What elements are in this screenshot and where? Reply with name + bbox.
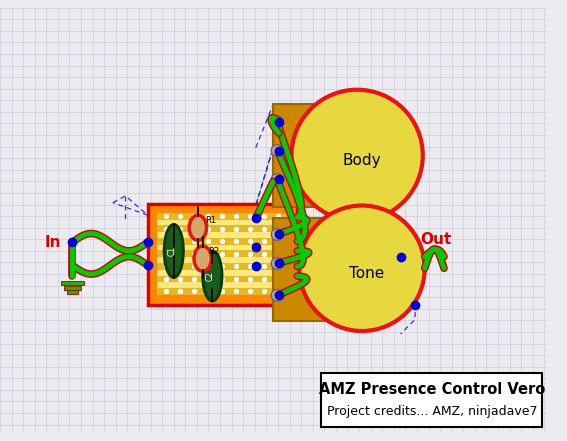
Ellipse shape bbox=[194, 246, 211, 271]
Bar bbox=[147, 204, 297, 305]
Circle shape bbox=[271, 229, 283, 240]
Text: AMZ Presence Control Vero: AMZ Presence Control Vero bbox=[319, 382, 545, 397]
Bar bbox=[273, 218, 328, 321]
Bar bbox=[157, 250, 287, 257]
Bar bbox=[273, 104, 328, 207]
Bar bbox=[157, 238, 287, 245]
Bar bbox=[157, 213, 287, 220]
Ellipse shape bbox=[164, 224, 183, 277]
Circle shape bbox=[271, 290, 283, 301]
Bar bbox=[157, 225, 287, 232]
Text: Out: Out bbox=[420, 232, 451, 247]
Text: Tone: Tone bbox=[349, 265, 384, 280]
Bar bbox=[157, 288, 287, 295]
Circle shape bbox=[271, 258, 283, 269]
Ellipse shape bbox=[203, 251, 222, 301]
Circle shape bbox=[271, 174, 283, 185]
Circle shape bbox=[299, 206, 425, 331]
Text: Body: Body bbox=[342, 153, 381, 168]
Circle shape bbox=[271, 116, 283, 127]
Bar bbox=[157, 213, 287, 295]
FancyBboxPatch shape bbox=[321, 373, 543, 426]
Bar bbox=[157, 276, 287, 282]
Text: Project credits... AMZ, ninjadave7: Project credits... AMZ, ninjadave7 bbox=[327, 405, 537, 418]
Text: In: In bbox=[45, 235, 61, 250]
Bar bbox=[157, 263, 287, 270]
Text: C1: C1 bbox=[167, 246, 176, 256]
Circle shape bbox=[271, 145, 283, 156]
Ellipse shape bbox=[189, 215, 206, 240]
Text: R2: R2 bbox=[209, 247, 219, 256]
Text: R1: R1 bbox=[205, 216, 216, 224]
Circle shape bbox=[291, 90, 423, 221]
Text: C2: C2 bbox=[206, 271, 215, 281]
